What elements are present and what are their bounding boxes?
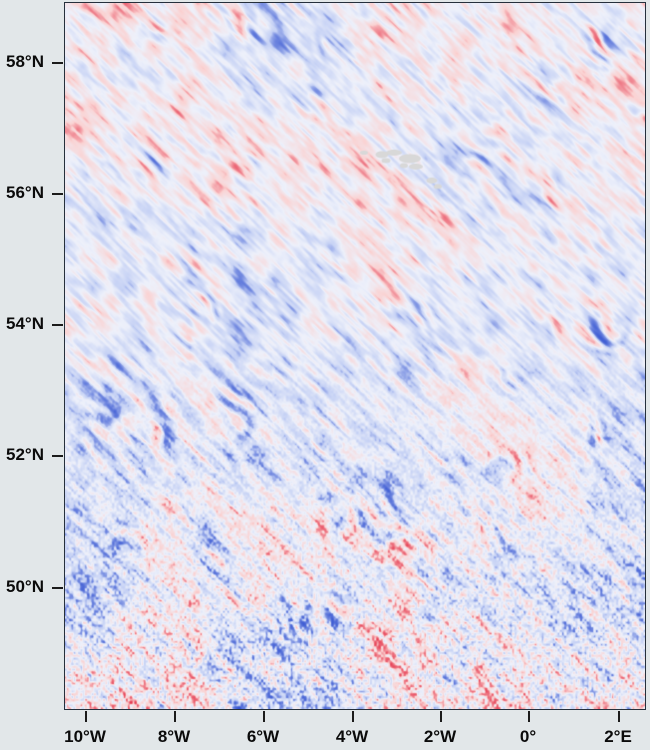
heatmap-field: [65, 3, 645, 709]
x-tick-6: [618, 711, 620, 722]
x-tick-label-2: 6°W: [246, 727, 280, 746]
x-tick-label-3: 4°W: [335, 727, 369, 746]
x-tick-4: [440, 711, 442, 722]
y-tick-label-2: 54°N: [6, 314, 44, 333]
y-tick-3: [52, 193, 63, 195]
x-tick-label-4: 2°W: [423, 727, 457, 746]
x-tick-label-5: 0°: [519, 727, 537, 746]
map-axes[interactable]: [64, 2, 646, 710]
y-tick-4: [52, 62, 63, 64]
x-tick-label-6: 2°E: [604, 727, 632, 746]
x-tick-1: [174, 711, 176, 722]
x-tick-3: [352, 711, 354, 722]
y-tick-1: [52, 455, 63, 457]
x-tick-label-1: 8°W: [157, 727, 191, 746]
x-tick-5: [528, 711, 530, 722]
y-tick-label-1: 52°N: [6, 445, 44, 464]
x-tick-2: [263, 711, 265, 722]
y-tick-label-4: 58°N: [6, 52, 44, 71]
y-tick-2: [52, 324, 63, 326]
x-tick-label-0: 10°W: [64, 727, 106, 746]
x-tick-0: [85, 711, 87, 722]
y-tick-0: [52, 587, 63, 589]
y-tick-label-0: 50°N: [6, 577, 44, 596]
y-tick-label-3: 56°N: [6, 183, 44, 202]
